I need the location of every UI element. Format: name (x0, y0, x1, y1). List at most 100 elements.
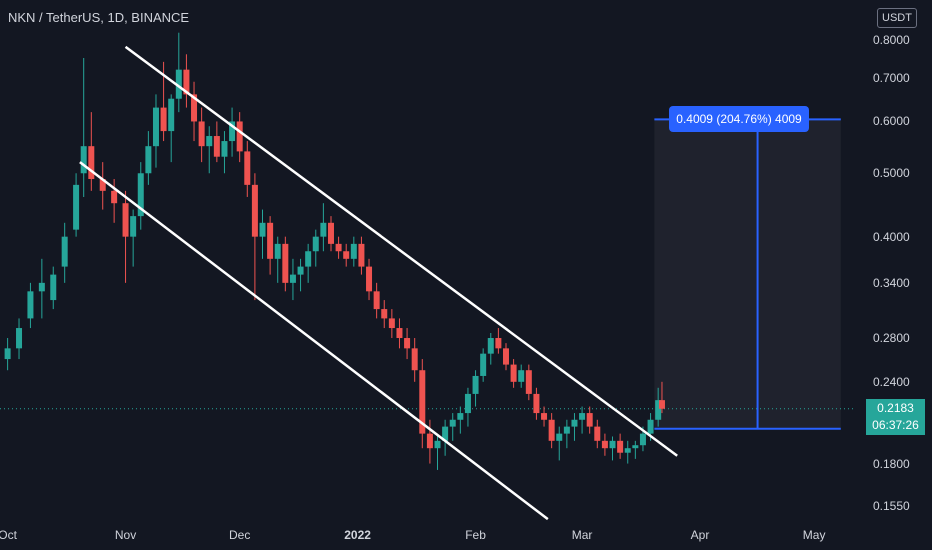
candle-body (563, 426, 570, 434)
y-tick-label: 0.6000 (873, 114, 910, 129)
x-tick-label: Nov (114, 528, 137, 542)
candle-body (327, 222, 334, 244)
candle-body (274, 243, 281, 259)
candle-body (426, 433, 433, 449)
candle-body (289, 274, 296, 283)
bar-countdown: 06:37:26 (872, 418, 919, 432)
candle-body (350, 243, 357, 259)
candle-body (624, 448, 631, 453)
candle-body (191, 94, 198, 122)
candle-body (267, 222, 274, 259)
candle-body (343, 251, 350, 259)
y-tick-label: 0.3400 (873, 275, 910, 290)
y-tick-label: 0.8000 (873, 32, 910, 47)
candle-body (61, 236, 68, 267)
candle-body (658, 400, 665, 409)
candle-body (16, 328, 23, 349)
candle-body (73, 184, 80, 230)
candle-body (244, 151, 251, 185)
last-price-tag: 0.2183 06:37:26 (866, 399, 925, 435)
last-price: 0.2183 (877, 401, 914, 415)
x-tick-label: Oct (0, 528, 17, 542)
y-tick-label: 0.1800 (873, 456, 910, 471)
candle-body (137, 173, 144, 217)
candle-body (609, 440, 616, 449)
x-tick-label: Mar (571, 528, 593, 542)
candle-body (168, 98, 175, 132)
candle-body (495, 338, 502, 349)
currency-badge[interactable]: USDT (877, 8, 917, 28)
candle-body (556, 433, 563, 441)
candle-body (358, 243, 365, 267)
x-tick-label: Feb (465, 528, 486, 542)
candle-body (175, 69, 182, 99)
candle-body (111, 190, 118, 204)
candle-body (145, 146, 152, 174)
candle-body (198, 121, 205, 147)
candle-body (594, 426, 601, 441)
candle-body (449, 419, 456, 427)
candle-body (88, 146, 95, 180)
y-tick-label: 0.5000 (873, 166, 910, 181)
candle-body (229, 121, 236, 142)
y-tick-label: 0.2400 (873, 374, 910, 389)
candle-body (320, 222, 327, 237)
x-tick-label: May (802, 528, 826, 542)
chart-title: NKN / TetherUS, 1D, BINANCE (8, 10, 190, 25)
channel-upper-line (124, 45, 678, 457)
candle-body (533, 393, 540, 414)
candle-body (548, 419, 555, 441)
candle-body (251, 184, 258, 237)
candle-body (305, 251, 312, 267)
candle-body (586, 413, 593, 427)
candle-body (221, 141, 228, 157)
candle-body (160, 107, 167, 132)
candle-body (80, 146, 87, 174)
candle-body (50, 274, 57, 301)
candle-body (183, 69, 190, 95)
candle-body (282, 243, 289, 283)
candle-body (259, 222, 266, 237)
candle-body (541, 413, 548, 420)
y-tick-label: 0.4000 (873, 229, 910, 244)
candle-body (518, 370, 525, 382)
candle-body (480, 353, 487, 376)
candle-body (381, 309, 388, 319)
candle-body (411, 348, 418, 371)
candle-body (525, 370, 532, 394)
candle-body (130, 216, 137, 237)
candle-body (236, 121, 243, 152)
candle-body (510, 364, 517, 382)
candle-body (297, 266, 304, 275)
candle-body (579, 413, 586, 420)
candle-body (396, 328, 403, 339)
candle-body (442, 426, 449, 441)
candle-body (312, 236, 319, 252)
x-tick-label: 2022 (344, 528, 371, 542)
candle-body (617, 440, 624, 453)
candle-body (655, 400, 662, 420)
x-tick-label: Dec (229, 528, 251, 542)
candle-body (213, 136, 220, 157)
candle-body (152, 107, 159, 147)
channel-lower-line (79, 161, 549, 521)
candle-body (122, 203, 129, 237)
candle-body (99, 179, 106, 191)
candle-body (335, 243, 342, 252)
candle-body (27, 291, 34, 319)
candle-body (404, 338, 411, 349)
candle-body (434, 440, 441, 449)
candle-body (647, 419, 654, 434)
candle-body (388, 318, 395, 329)
x-tick-label: Apr (690, 528, 710, 542)
candle-body (206, 136, 213, 147)
projection-box (654, 119, 841, 429)
candle-body (487, 338, 494, 354)
candle-body (457, 413, 464, 420)
candle-body (38, 282, 45, 292)
candle-body (464, 393, 471, 414)
measure-label: 0.4009 (204.76%) 4009 (669, 106, 809, 132)
candle-body (4, 348, 11, 360)
